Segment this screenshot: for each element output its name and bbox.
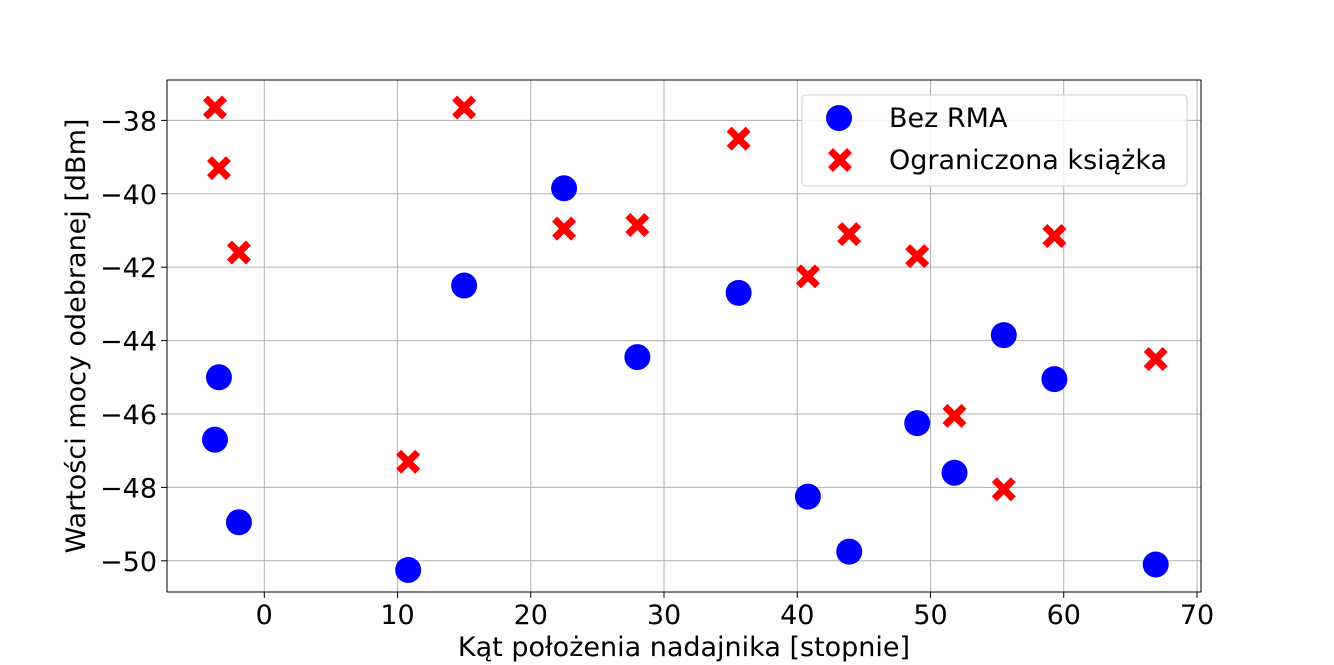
plot-area-frame (166, 79, 1202, 593)
legend-marker-ograniczona (828, 148, 852, 172)
x-tick-label: 20 (514, 600, 548, 631)
y-tick-label: −46 (100, 400, 157, 431)
data-point-ograniczona (1143, 346, 1168, 371)
data-point-ograniczona (226, 240, 251, 265)
data-point-ograniczona (396, 449, 421, 474)
y-tick-label: −48 (100, 473, 157, 504)
x-tick-label: 30 (647, 600, 681, 631)
x-axis-label: Kąt położenia nadajnika [stopnie] (458, 632, 910, 663)
data-point-bez-rma (794, 483, 821, 510)
data-point-ograniczona (452, 95, 477, 120)
data-points (201, 95, 1169, 583)
legend: Bez RMA Ograniczona książka (801, 94, 1188, 187)
data-point-ograniczona (625, 212, 650, 237)
data-point-ograniczona (552, 216, 577, 241)
y-tick-label: −44 (100, 327, 157, 358)
data-point-ograniczona (202, 95, 227, 120)
data-point-ograniczona (837, 222, 862, 247)
data-point-bez-rma (836, 538, 863, 565)
legend-label-ograniczona: Ograniczona książka (889, 145, 1167, 176)
data-point-bez-rma (904, 410, 931, 437)
data-point-ograniczona (1042, 223, 1067, 248)
data-point-bez-rma (1041, 366, 1068, 393)
legend-frame (801, 94, 1188, 187)
data-point-bez-rma (624, 344, 651, 371)
axis-ticks: 0 10 20 30 40 50 60 70 −50 −48 −46 −44 −42 −40 −38 (100, 106, 1214, 631)
data-point-bez-rma (395, 556, 422, 583)
x-tick-label: 60 (1047, 600, 1081, 631)
x-tick-label: 10 (380, 600, 414, 631)
data-point-bez-rma (201, 426, 228, 453)
data-point-bez-rma (1142, 551, 1169, 578)
legend-label-bez-rma: Bez RMA (889, 103, 1008, 134)
data-point-bez-rma (205, 364, 232, 391)
data-point-bez-rma (725, 279, 752, 306)
y-tick-label: −42 (100, 253, 157, 284)
data-point-ograniczona (206, 156, 231, 181)
legend-x-glyph (828, 148, 852, 172)
y-axis-label: Wartości mocy odebranej [dBm] (61, 119, 92, 554)
x-tick-label: 40 (780, 600, 814, 631)
x-tick-label: 70 (1180, 600, 1214, 631)
y-tick-label: −38 (100, 106, 157, 137)
data-point-ograniczona (726, 126, 751, 151)
data-point-bez-rma (990, 322, 1017, 349)
x-tick-label: 0 (256, 600, 273, 631)
data-point-ograniczona (795, 264, 820, 289)
data-point-bez-rma (941, 459, 968, 486)
data-point-bez-rma (551, 175, 578, 202)
data-point-ograniczona (942, 403, 967, 428)
y-tick-label: −50 (100, 547, 157, 578)
data-point-bez-rma (451, 272, 478, 299)
data-point-bez-rma (225, 509, 252, 536)
y-tick-label: −40 (100, 180, 157, 211)
x-tick-label: 50 (913, 600, 947, 631)
data-point-ograniczona (991, 477, 1016, 502)
legend-marker-bez-rma (826, 105, 852, 131)
data-point-ograniczona (905, 244, 930, 269)
